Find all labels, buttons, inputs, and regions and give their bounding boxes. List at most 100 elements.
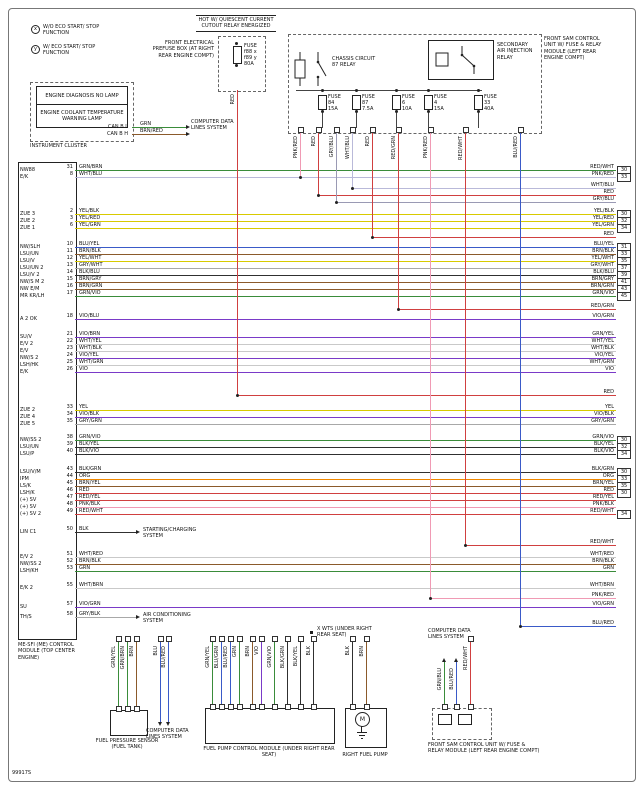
wire-drop-line	[336, 132, 337, 202]
wire-color-label-left: WHT/GRN	[79, 359, 104, 365]
ecm-pin-number: 45	[66, 480, 73, 486]
wire-line	[75, 268, 616, 269]
wire-drop-line	[352, 132, 353, 188]
wire-line	[75, 282, 616, 283]
wire-line	[336, 202, 616, 203]
junction-dot	[236, 394, 239, 397]
ecm-pin-label: A 2 OK	[20, 316, 37, 322]
junction-dot	[519, 625, 522, 628]
fuse-symbol	[392, 95, 401, 110]
junction-dot	[429, 597, 432, 600]
connector-pin-square	[228, 704, 234, 710]
connector-pin-square	[364, 704, 370, 710]
fuse-lower-stub	[478, 113, 479, 128]
wire-color-label-left: VIO	[79, 366, 88, 372]
system-destination-label: AIR CONDITIONING SYSTEM	[143, 612, 191, 624]
connector-pin-square	[298, 127, 304, 133]
connector-pin-square	[259, 636, 265, 642]
fuel-pump-control-module-box	[205, 708, 335, 744]
wire-line	[520, 626, 616, 627]
wire-color-label-right: GRY/WHT	[590, 262, 614, 268]
fuse-lower-stub	[428, 113, 429, 128]
fuse-terminal-dot	[395, 110, 398, 113]
wire-color-label-right: BLK/VIO	[593, 448, 614, 454]
computer-data-lines-label-top: COMPUTER DATA LINES SYSTEM	[191, 119, 234, 132]
ecm-pin-number: 44	[66, 473, 73, 479]
wire-color-label-right: YEL/WHT	[591, 255, 614, 261]
wire-drop-line	[465, 132, 466, 545]
wire-color-label-vertical: GRN	[232, 646, 238, 658]
wire-drop-line	[520, 132, 521, 626]
arrow-right-icon	[186, 125, 190, 129]
ecm-label: ME-SFI (ME) CONTROL MODULE (TOP CENTER E…	[18, 642, 75, 661]
wire-line	[465, 545, 616, 546]
wire-line	[75, 607, 616, 608]
wire-drop-line	[127, 640, 128, 710]
fuse-terminal-dot	[355, 110, 358, 113]
ecm-pin-number: 50	[66, 526, 73, 532]
wire-color-label-vertical: GRN/BLU	[437, 668, 443, 691]
wire-drop-line	[300, 640, 301, 708]
wire-color-label-right: VIO/YEL	[594, 352, 614, 358]
wire-color-label-vertical: RED	[365, 136, 371, 147]
connector-pin-square	[134, 636, 140, 642]
ecm-pin-number: 8	[69, 171, 73, 177]
wire-color-label-vertical: GRN/BRN	[120, 646, 126, 670]
wire-drop-line	[352, 640, 353, 708]
wire-line	[75, 275, 616, 276]
ecm-pin-number: 24	[66, 352, 73, 358]
connector-pin-square	[311, 704, 317, 710]
arrow-up-icon	[454, 658, 458, 662]
wire-line	[75, 440, 616, 441]
wire-color-label-right: BLK/GRN	[591, 466, 614, 472]
wire-color-label-right: BLU/YEL	[593, 241, 614, 247]
wire-line	[75, 424, 616, 425]
sam-bottom-box	[432, 708, 492, 740]
wire-line	[75, 571, 616, 572]
ecm-pin-label: (+) SV	[20, 504, 37, 510]
ecm-pin-number: 17	[66, 290, 73, 296]
instrument-cluster-box	[30, 82, 134, 142]
wire-drop-line	[237, 90, 238, 395]
ecm-pin-number: 13	[66, 262, 73, 268]
wire-color-label-left: PNK/BLK	[79, 501, 101, 507]
fuse-terminal-dot	[395, 89, 398, 92]
wire-color-label-vertical: RED	[311, 136, 317, 147]
sam-bottom-label: FRONT SAM CONTROL UNIT W/ FUSE & RELAY M…	[428, 742, 540, 755]
ecm-pin-number: 40	[66, 448, 73, 454]
wire-color-label-left: BRN/BLK	[79, 248, 101, 254]
wire-color-label-vertical: RED	[230, 94, 236, 105]
wire-color-label-right: BRN/GRN	[590, 283, 614, 289]
fuse-terminal-dot	[477, 89, 480, 92]
ground-stub	[361, 726, 362, 732]
fuel-pump-control-module-label: FUEL PUMP CONTROL MODULE (UNDER RIGHT RE…	[203, 746, 335, 759]
wire-line	[75, 532, 136, 533]
connector-pin-square	[298, 704, 304, 710]
sam-bottom-connector	[438, 714, 452, 725]
wire-color-label-vertical: RED/GRN	[391, 136, 397, 160]
wire-drop-line	[168, 640, 169, 722]
wire-color-label-vertical: GRY/BLU	[329, 136, 335, 158]
wire-color-label-right: BRN/YEL	[592, 480, 614, 486]
fuel-pressure-sensor-label: FUEL PRESSURE SENSOR (FUEL TANK)	[95, 738, 159, 751]
wire-color-label-vertical: GRN/VIO	[267, 646, 273, 668]
ecm-pin-number: 39	[66, 441, 73, 447]
wire-color-label-right: GRY/GRN	[591, 418, 614, 424]
connector-pin-square	[237, 636, 243, 642]
can-pin-label: CAN B H	[106, 131, 128, 137]
fuse-symbol	[424, 95, 433, 110]
ecm-pin-number: 38	[66, 434, 73, 440]
wire-color-label-right: VIO/GRN	[592, 313, 614, 319]
wire-color-label-left: VIO/BLK	[79, 411, 100, 417]
fuse-lower-stub	[356, 113, 357, 128]
wire-line	[352, 188, 616, 189]
secondary-air-relay-box	[428, 40, 494, 80]
wire-color-label-vertical: BLU/RED	[161, 646, 167, 668]
connector-pin-square	[158, 636, 164, 642]
fuse-lower-stub	[322, 113, 323, 128]
can-pin-label: CAN B L	[107, 124, 128, 130]
wire-color-label-right: BLU/RED	[592, 620, 614, 626]
ecm-pin-label: LSH/K	[20, 490, 35, 496]
fuse-symbol	[352, 95, 361, 110]
wire-drop-line	[160, 640, 161, 722]
